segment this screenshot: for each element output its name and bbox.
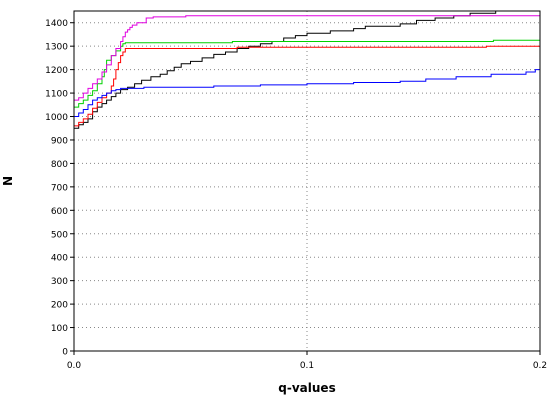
y-tick-label: 1100 bbox=[45, 90, 68, 100]
x-axis-label: q-values bbox=[278, 381, 335, 395]
y-tick-label: 1200 bbox=[45, 66, 68, 76]
series-lines bbox=[73, 10, 540, 351]
x-axis-ticks: 0.0 0.1 0.2 bbox=[67, 351, 547, 371]
y-tick-label: 500 bbox=[51, 230, 68, 240]
x-tick-label: 0.0 bbox=[67, 361, 82, 371]
x-tick-label: 0.1 bbox=[300, 361, 314, 371]
y-tick-label: 1300 bbox=[45, 43, 68, 53]
series-line-3 bbox=[74, 39, 540, 108]
y-tick-label: 700 bbox=[51, 183, 68, 193]
y-axis-ticks: 0 100 200 300 400 500 600 700 800 900 1000 1100 1200… bbox=[45, 19, 74, 358]
y-tick-label: 0 bbox=[62, 348, 68, 358]
x-tick-label: 0.2 bbox=[533, 361, 547, 371]
y-tick-label: 100 bbox=[51, 324, 68, 334]
y-tick-label: 200 bbox=[51, 301, 68, 311]
y-tick-label: 400 bbox=[51, 254, 68, 264]
series-line-5 bbox=[73, 15, 540, 351]
y-tick-label: 800 bbox=[51, 160, 68, 170]
y-axis-label: N bbox=[1, 176, 15, 186]
series-line-4 bbox=[74, 69, 540, 117]
y-tick-label: 300 bbox=[51, 277, 68, 287]
y-tick-label: 1000 bbox=[45, 113, 68, 123]
y-tick-label: 600 bbox=[51, 207, 68, 217]
y-tick-label: 1400 bbox=[45, 19, 68, 29]
series-line-1 bbox=[74, 10, 540, 129]
grid-lines bbox=[74, 11, 540, 351]
y-tick-label: 900 bbox=[51, 136, 68, 146]
series-line-2 bbox=[74, 45, 540, 127]
